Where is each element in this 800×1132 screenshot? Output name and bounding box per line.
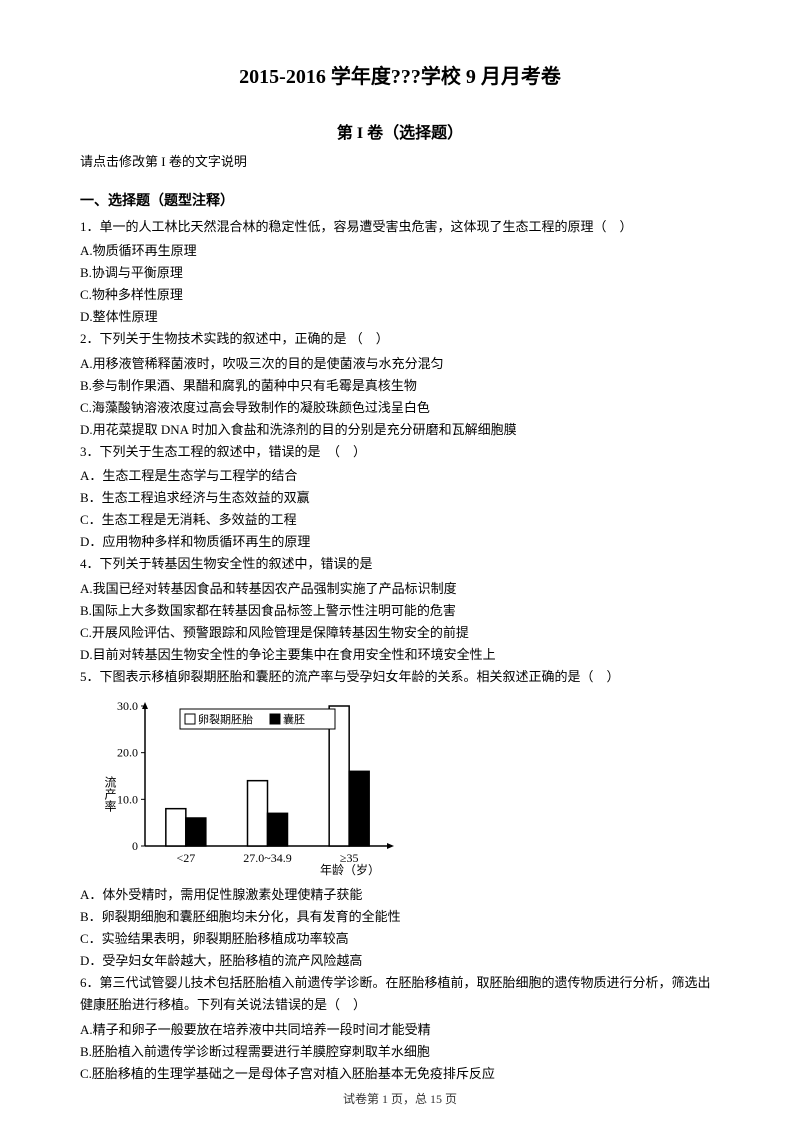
- question-option: B．生态工程追求经济与生态效益的双赢: [80, 487, 720, 509]
- question-option: D.用花菜提取 DNA 时加入食盐和洗涤剂的目的分别是充分研磨和瓦解细胞膜: [80, 419, 720, 441]
- question-option: C．生态工程是无消耗、多效益的工程: [80, 509, 720, 531]
- section-title: 第 I 卷（选择题）: [80, 119, 720, 143]
- svg-text:年龄（岁）: 年龄（岁）: [320, 862, 380, 876]
- question-option: A.物质循环再生原理: [80, 240, 720, 262]
- question-option: A.我国已经对转基因食品和转基因农产品强制实施了产品标识制度: [80, 578, 720, 600]
- question-option: A.精子和卵子一般要放在培养液中共同培养一段时间才能受精: [80, 1019, 720, 1041]
- question-stem: 1．单一的人工林比天然混合林的稳定性低，容易遭受害虫危害，这体现了生态工程的原理…: [80, 216, 720, 238]
- question-stem: 3．下列关于生态工程的叙述中，错误的是 （ ）: [80, 441, 720, 463]
- question-stem: 4．下列关于转基因生物安全性的叙述中，错误的是: [80, 553, 720, 575]
- question-option: D．受孕妇女年龄越大，胚胎移植的流产风险越高: [80, 950, 720, 972]
- svg-text:<27: <27: [176, 851, 195, 865]
- question-option: C.物种多样性原理: [80, 284, 720, 306]
- questions-container: 1．单一的人工林比天然混合林的稳定性低，容易遭受害虫危害，这体现了生态工程的原理…: [80, 216, 720, 1085]
- bar-chart: 010.020.030.0流产率<2727.0~34.9≥35年龄（岁）卵裂期胚…: [100, 696, 400, 876]
- question-option: B.协调与平衡原理: [80, 262, 720, 284]
- document-title: 2015-2016 学年度???学校 9 月月考卷: [80, 60, 720, 89]
- svg-text:卵裂期胚胎: 卵裂期胚胎: [198, 712, 253, 726]
- svg-text:10.0: 10.0: [117, 792, 138, 806]
- svg-text:30.0: 30.0: [117, 699, 138, 713]
- question-option: C.海藻酸钠溶液浓度过高会导致制作的凝胶珠颜色过浅呈白色: [80, 397, 720, 419]
- question-option: A.用移液管稀释菌液时，吹吸三次的目的是使菌液与水充分混匀: [80, 353, 720, 375]
- svg-text:27.0~34.9: 27.0~34.9: [243, 851, 292, 865]
- question-stem: 2．下列关于生物技术实践的叙述中，正确的是 （ ）: [80, 328, 720, 350]
- section-header: 一、选择题（题型注释）: [80, 190, 720, 210]
- question-option: C．实验结果表明，卵裂期胚胎移植成功率较高: [80, 928, 720, 950]
- question-option: D．应用物种多样和物质循环再生的原理: [80, 531, 720, 553]
- question-option: B.参与制作果酒、果醋和腐乳的菌种中只有毛霉是真核生物: [80, 375, 720, 397]
- question-option: B.胚胎植入前遗传学诊断过程需要进行羊膜腔穿刺取羊水细胞: [80, 1041, 720, 1063]
- question-option: C.胚胎移植的生理学基础之一是母体子宫对植入胚胎基本无免疫排斥反应: [80, 1063, 720, 1085]
- question-stem: 5．下图表示移植卵裂期胚胎和囊胚的流产率与受孕妇女年龄的关系。相关叙述正确的是（…: [80, 666, 720, 688]
- svg-text:囊胚: 囊胚: [283, 712, 305, 726]
- question-option: B.国际上大多数国家都在转基因食品标签上警示性注明可能的危害: [80, 600, 720, 622]
- question-option: C.开展风险评估、预警跟踪和风险管理是保障转基因生物安全的前提: [80, 622, 720, 644]
- instruction-text: 请点击修改第 I 卷的文字说明: [80, 151, 720, 170]
- question-option: D.整体性原理: [80, 306, 720, 328]
- svg-text:流产率: 流产率: [103, 776, 117, 812]
- question-option: D.目前对转基因生物安全性的争论主要集中在食用安全性和环境安全性上: [80, 644, 720, 666]
- page-footer: 试卷第 1 页，总 15 页: [0, 1090, 800, 1107]
- question-stem: 6．第三代试管婴儿技术包括胚胎植入前遗传学诊断。在胚胎移植前，取胚胎细胞的遗传物…: [80, 972, 720, 1016]
- svg-text:0: 0: [132, 839, 138, 853]
- svg-text:20.0: 20.0: [117, 746, 138, 760]
- question-option: A．生态工程是生态学与工程学的结合: [80, 465, 720, 487]
- question-option: A．体外受精时，需用促性腺激素处理使精子获能: [80, 884, 720, 906]
- question-option: B．卵裂期细胞和囊胚细胞均未分化，具有发育的全能性: [80, 906, 720, 928]
